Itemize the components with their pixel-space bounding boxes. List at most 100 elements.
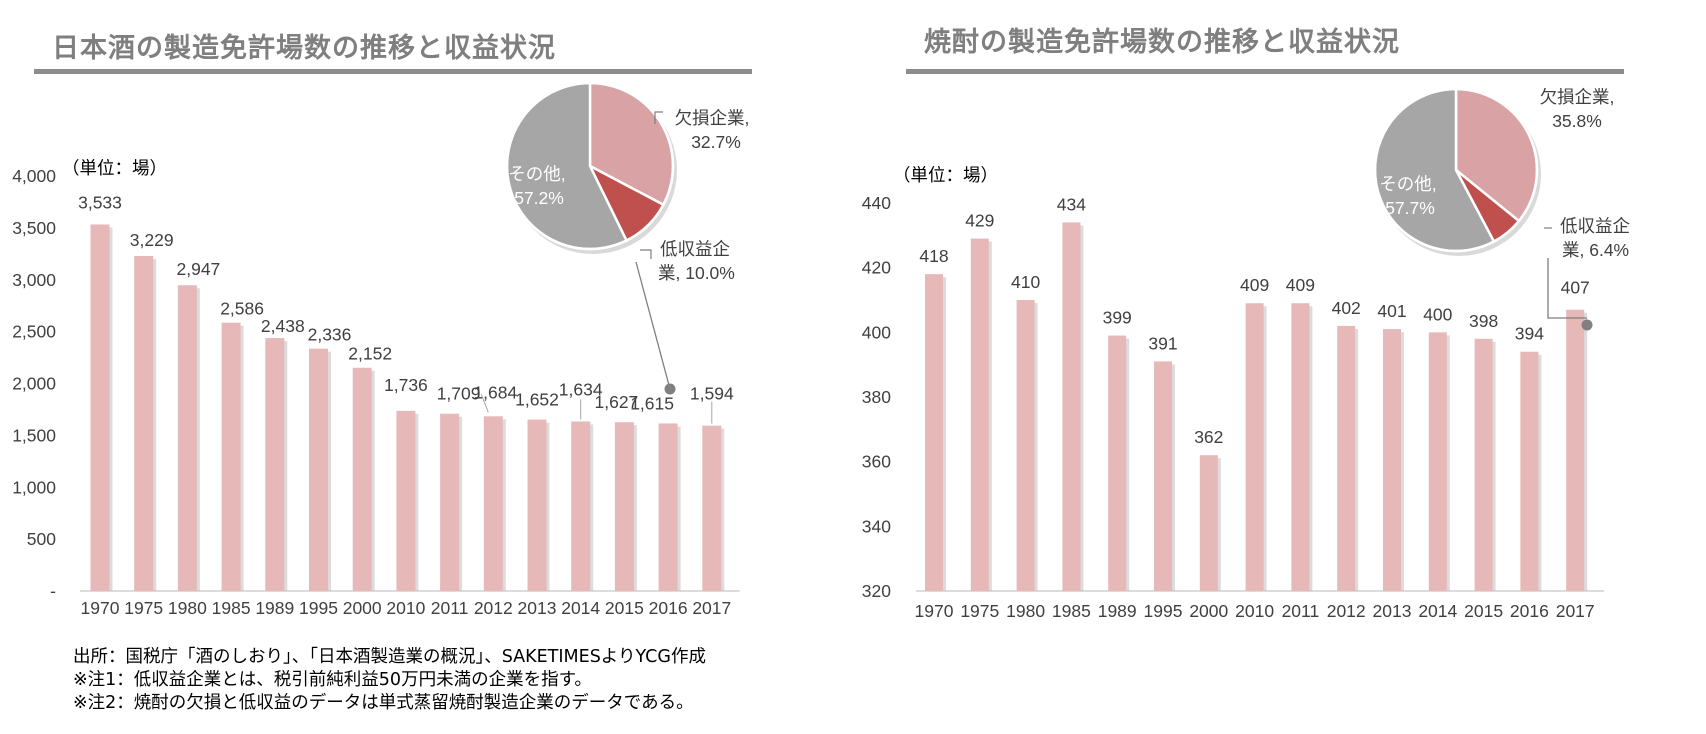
left-y-tick-label: 1,000 — [12, 477, 56, 497]
right-x-tick-label: 1970 — [915, 601, 954, 621]
left-connector-dot — [664, 383, 676, 395]
source-notes: 出所：国税庁「酒のしおり」、「日本酒製造業の概況」、SAKETIMESよりYCG… — [73, 646, 706, 715]
left-bar-2010 — [396, 410, 416, 591]
left-bar-2012 — [483, 416, 503, 591]
right-connector-dot — [1581, 319, 1593, 331]
left-data-label: 2,947 — [177, 259, 221, 279]
left-bar-2013 — [527, 419, 547, 591]
right-x-tick-label: 2014 — [1418, 601, 1457, 621]
right-x-tick-label: 1995 — [1144, 601, 1183, 621]
right-bar-2013 — [1383, 329, 1401, 591]
right-pie-label-other: 57.7% — [1385, 198, 1435, 218]
left-data-label: 3,533 — [78, 192, 122, 212]
left-x-tick-label: 1989 — [255, 598, 294, 618]
left-bar-1980 — [177, 285, 197, 591]
right-data-label: 409 — [1240, 275, 1269, 295]
right-bar-1970 — [925, 274, 943, 591]
right-bar-1995 — [1154, 361, 1172, 591]
right-bar-2014 — [1428, 332, 1447, 591]
left-y-tick-label: 2,500 — [12, 322, 56, 342]
left-pie-to-bar-connector — [635, 261, 671, 390]
right-y-tick-label: 440 — [862, 193, 891, 213]
left-x-tick-label: 1985 — [212, 598, 251, 618]
right-chart-title: 焼酎の製造免許場数の推移と収益状況 — [924, 27, 1400, 58]
left-pie-label-leader — [640, 249, 652, 259]
left-x-tick-label: 1995 — [299, 598, 338, 618]
left-bar-2011 — [440, 413, 460, 591]
right-x-tick-label: 2012 — [1327, 601, 1366, 621]
right-title-rule — [906, 69, 1624, 74]
left-data-label: 2,336 — [308, 325, 352, 345]
right-pie-label-other: その他, — [1379, 174, 1436, 194]
left-bar-1989 — [265, 338, 285, 591]
left-bar-2000 — [352, 367, 372, 591]
right-x-tick-label: 2000 — [1189, 601, 1228, 621]
left-y-tick-label: - — [50, 581, 56, 601]
left-x-tick-label: 2000 — [343, 598, 382, 618]
right-data-label: 407 — [1561, 278, 1590, 298]
left-data-label: 1,684 — [473, 382, 517, 402]
right-bar-2010 — [1245, 303, 1264, 591]
footnote-1: ※注1：低収益企業とは、税引前純利益50万円未満の企業を指す。 — [73, 670, 592, 690]
left-y-tick-label: 3,500 — [12, 218, 56, 238]
left-pie-label-loss: 32.7% — [691, 132, 741, 152]
right-bar-2000 — [1199, 455, 1218, 591]
left-label-leader — [480, 394, 489, 413]
right-data-label: 391 — [1148, 333, 1177, 353]
right-y-tick-label: 420 — [862, 258, 891, 278]
right-x-tick-label: 2011 — [1282, 601, 1320, 621]
left-data-label: 2,152 — [348, 344, 392, 364]
left-pie-label-leader — [654, 111, 663, 124]
right-x-tick-label: 2013 — [1373, 601, 1412, 621]
right-bar-2016 — [1520, 351, 1539, 591]
right-data-label: 429 — [965, 211, 994, 231]
right-x-tick-label: 2015 — [1464, 601, 1503, 621]
left-data-label: 1,627 — [595, 392, 639, 412]
right-data-label: 401 — [1377, 301, 1406, 321]
left-y-tick-label: 1,500 — [12, 425, 56, 445]
right-bar-2017 — [1566, 309, 1585, 591]
right-data-label: 409 — [1286, 275, 1315, 295]
left-pie-label-low: 業, 10.0% — [658, 263, 735, 283]
footnote-2: ※注2：焼酎の欠損と低収益のデータは単式蒸留焼酎製造企業のデータである。 — [73, 693, 694, 713]
left-chart-title: 日本酒の製造免許場数の推移と収益状況 — [52, 33, 556, 64]
right-pie-label-loss: 35.8% — [1552, 111, 1602, 131]
right-bar-1985 — [1062, 222, 1081, 591]
right-data-label: 362 — [1194, 427, 1223, 447]
right-bar-1980 — [1016, 300, 1035, 591]
left-pie-outline — [505, 81, 675, 251]
left-data-label: 1,634 — [559, 379, 603, 399]
right-x-tick-label: 2017 — [1556, 601, 1595, 621]
left-pie-label-low: 低収益企 — [660, 239, 730, 259]
right-data-label: 434 — [1057, 194, 1086, 214]
right-pie-label-low: 低収益企 — [1560, 216, 1630, 236]
right-data-label: 402 — [1332, 298, 1361, 318]
left-pie-label-other: その他, — [508, 164, 565, 184]
left-pie-label-loss: 欠損企業, — [675, 108, 750, 128]
left-y-tick-label: 4,000 — [12, 166, 56, 186]
left-bar-2014 — [571, 421, 591, 591]
right-x-tick-label: 2016 — [1510, 601, 1549, 621]
left-x-tick-label: 1975 — [124, 598, 163, 618]
right-bar-2012 — [1337, 325, 1356, 591]
left-bar-2015 — [614, 422, 634, 591]
right-y-tick-label: 400 — [862, 322, 891, 342]
right-bar-2011 — [1291, 303, 1310, 591]
right-y-tick-label: 340 — [862, 516, 891, 536]
left-bar-1995 — [309, 348, 328, 591]
right-bar-1975 — [970, 238, 989, 592]
left-data-label: 1,736 — [384, 375, 428, 395]
right-data-label: 399 — [1103, 308, 1132, 328]
right-pie-label-low: 業, 6.4% — [1562, 240, 1629, 260]
left-pie-label-other: 57.2% — [514, 188, 564, 208]
left-bar-2016 — [658, 423, 678, 591]
right-y-tick-label: 360 — [862, 452, 891, 472]
left-data-label: 1,594 — [690, 384, 734, 404]
right-x-tick-label: 1989 — [1098, 601, 1137, 621]
left-y-tick-label: 2,000 — [12, 374, 56, 394]
left-x-tick-label: 1970 — [81, 598, 120, 618]
left-title-rule — [34, 69, 752, 74]
left-data-label: 2,438 — [261, 316, 305, 336]
right-data-label: 418 — [919, 246, 948, 266]
